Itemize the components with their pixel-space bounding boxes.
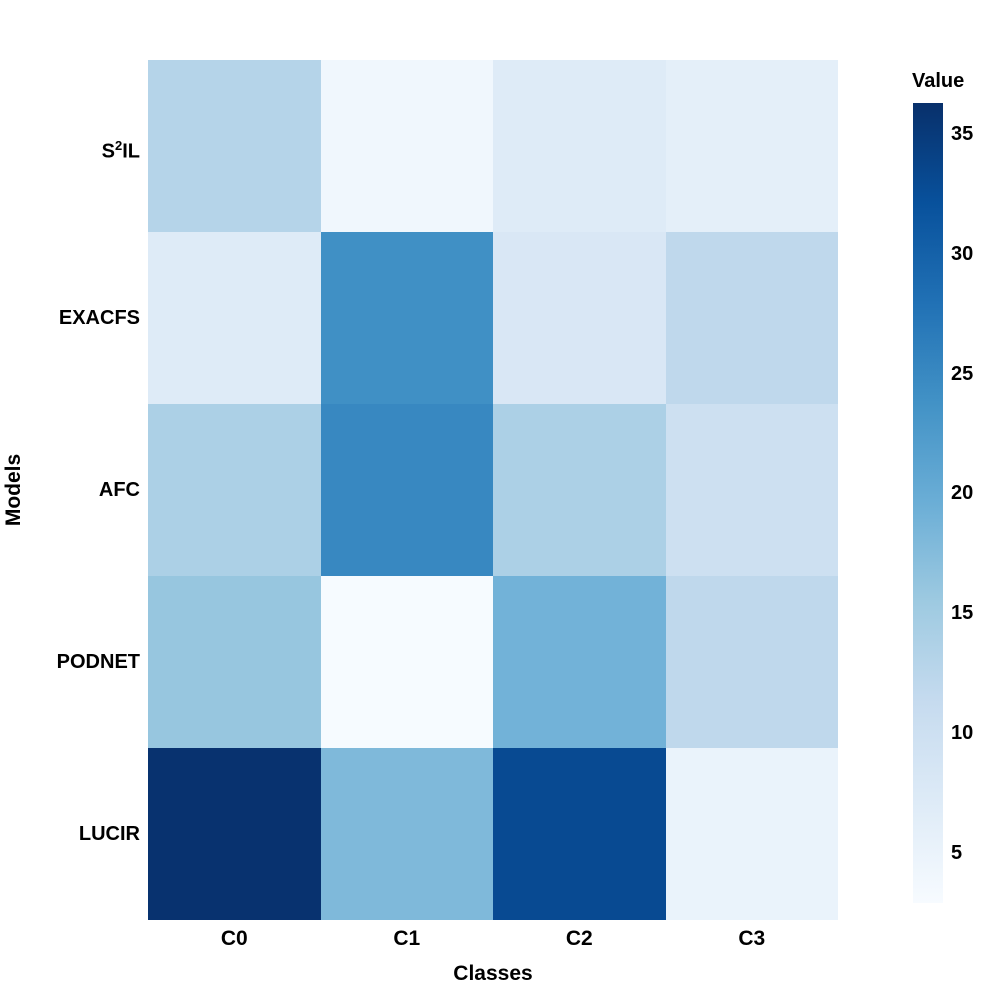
heatmap-cell-PODNET-C2 [493, 576, 666, 748]
colorbar-tick-label: 30 [951, 242, 974, 265]
colorbar-title: Value [912, 70, 965, 92]
colorbar-tick-label: 35 [951, 123, 974, 146]
heatmap-cell-LUCIR-C0 [148, 748, 321, 920]
heatmap-cell-AFC-C1 [320, 404, 493, 576]
heatmap-cell-EXACFS-C3 [665, 232, 838, 404]
heatmap-cell-EXACFS-C2 [493, 232, 666, 404]
heatmap-cell-PODNET-C3 [665, 576, 838, 748]
heatmap-cell-S2IL-C2 [493, 60, 666, 232]
colorbar-tick-label: 15 [951, 602, 974, 625]
colorbar-tick-label: 20 [951, 482, 974, 505]
y-tick-label: LUCIR [78, 823, 140, 845]
heatmap-cell-LUCIR-C3 [665, 748, 838, 920]
heatmap-cell-AFC-C3 [665, 404, 838, 576]
heatmap-cell-EXACFS-C0 [148, 232, 321, 404]
x-tick-label: C2 [565, 927, 593, 950]
y-tick-label: S2IL [101, 138, 140, 163]
heatmap-cell-PODNET-C0 [148, 576, 321, 748]
y-tick-label: EXACFS [58, 307, 140, 329]
heatmap-grid [148, 60, 838, 920]
heatmap-cell-LUCIR-C2 [493, 748, 666, 920]
colorbar-tick-label: 10 [951, 721, 974, 744]
y-tick-label: PODNET [56, 651, 140, 673]
heatmap-cell-S2IL-C0 [148, 60, 321, 232]
x-tick-label: C0 [220, 927, 248, 950]
heatmap-cell-S2IL-C3 [665, 60, 838, 232]
colorbar-gradient [913, 103, 943, 903]
x-tick-label: C3 [738, 927, 766, 950]
heatmap-cell-LUCIR-C1 [320, 748, 493, 920]
heatmap-cell-S2IL-C1 [320, 60, 493, 232]
heatmap-cell-AFC-C2 [493, 404, 666, 576]
y-tick-label: AFC [98, 479, 140, 501]
x-tick-label: C1 [393, 927, 421, 950]
heatmap-cell-AFC-C0 [148, 404, 321, 576]
heatmap-cell-EXACFS-C1 [320, 232, 493, 404]
heatmap-cell-PODNET-C1 [320, 576, 493, 748]
colorbar-tick-label: 5 [951, 841, 963, 864]
x-axis-title: Classes [453, 962, 533, 985]
colorbar-tick-label: 25 [951, 362, 974, 385]
